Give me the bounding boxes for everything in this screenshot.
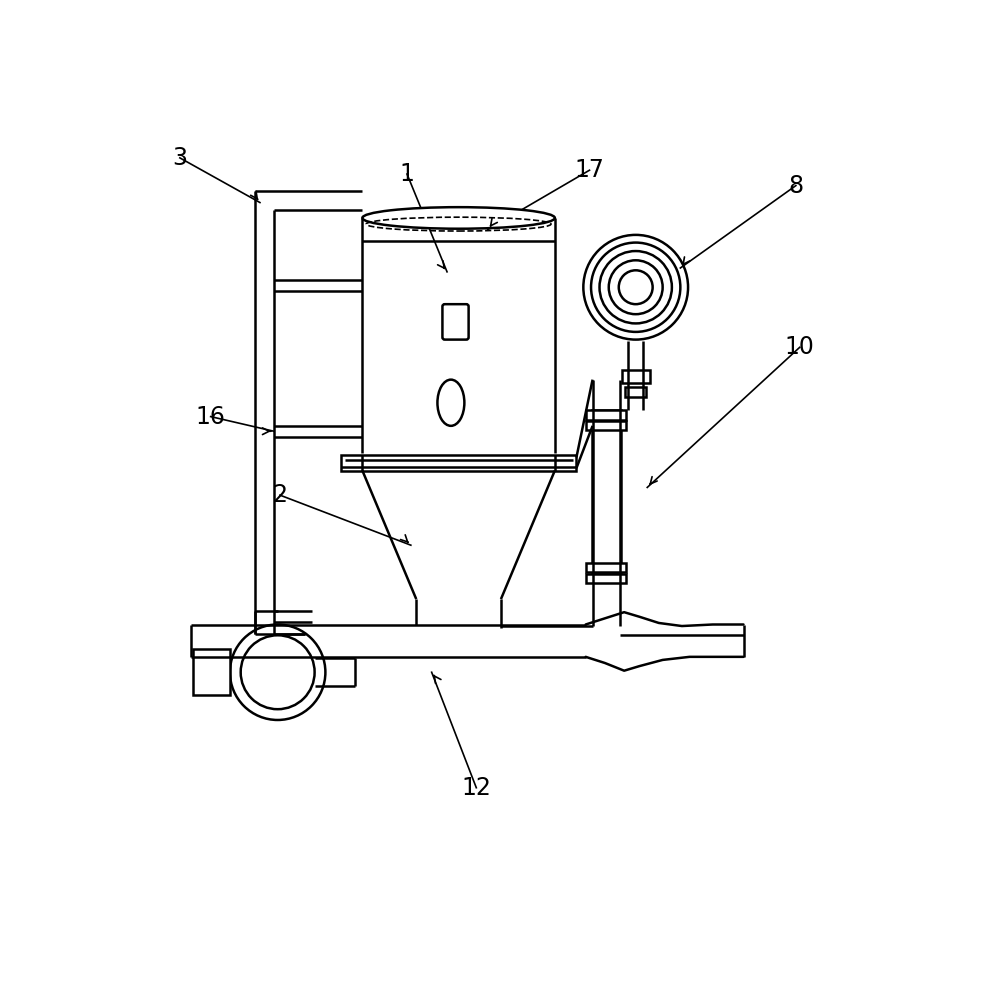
Ellipse shape [437,380,464,426]
Text: 1: 1 [400,162,414,186]
Ellipse shape [362,207,555,229]
Bar [586,563,626,573]
Bar [586,573,626,583]
Bar [592,410,621,573]
Text: 16: 16 [196,405,226,428]
Text: 10: 10 [785,335,815,359]
Bar [586,421,626,430]
Bar [341,455,576,470]
Text: 17: 17 [575,158,604,183]
Text: 3: 3 [172,146,187,170]
Bar [625,387,646,397]
Text: 2: 2 [272,483,287,507]
Bar [586,410,626,419]
FancyBboxPatch shape [442,304,469,340]
Text: 8: 8 [788,174,803,197]
Circle shape [230,625,325,720]
Bar [193,649,230,695]
Bar [622,369,650,384]
Circle shape [241,635,315,709]
Circle shape [583,235,688,340]
Text: 12: 12 [461,776,491,799]
